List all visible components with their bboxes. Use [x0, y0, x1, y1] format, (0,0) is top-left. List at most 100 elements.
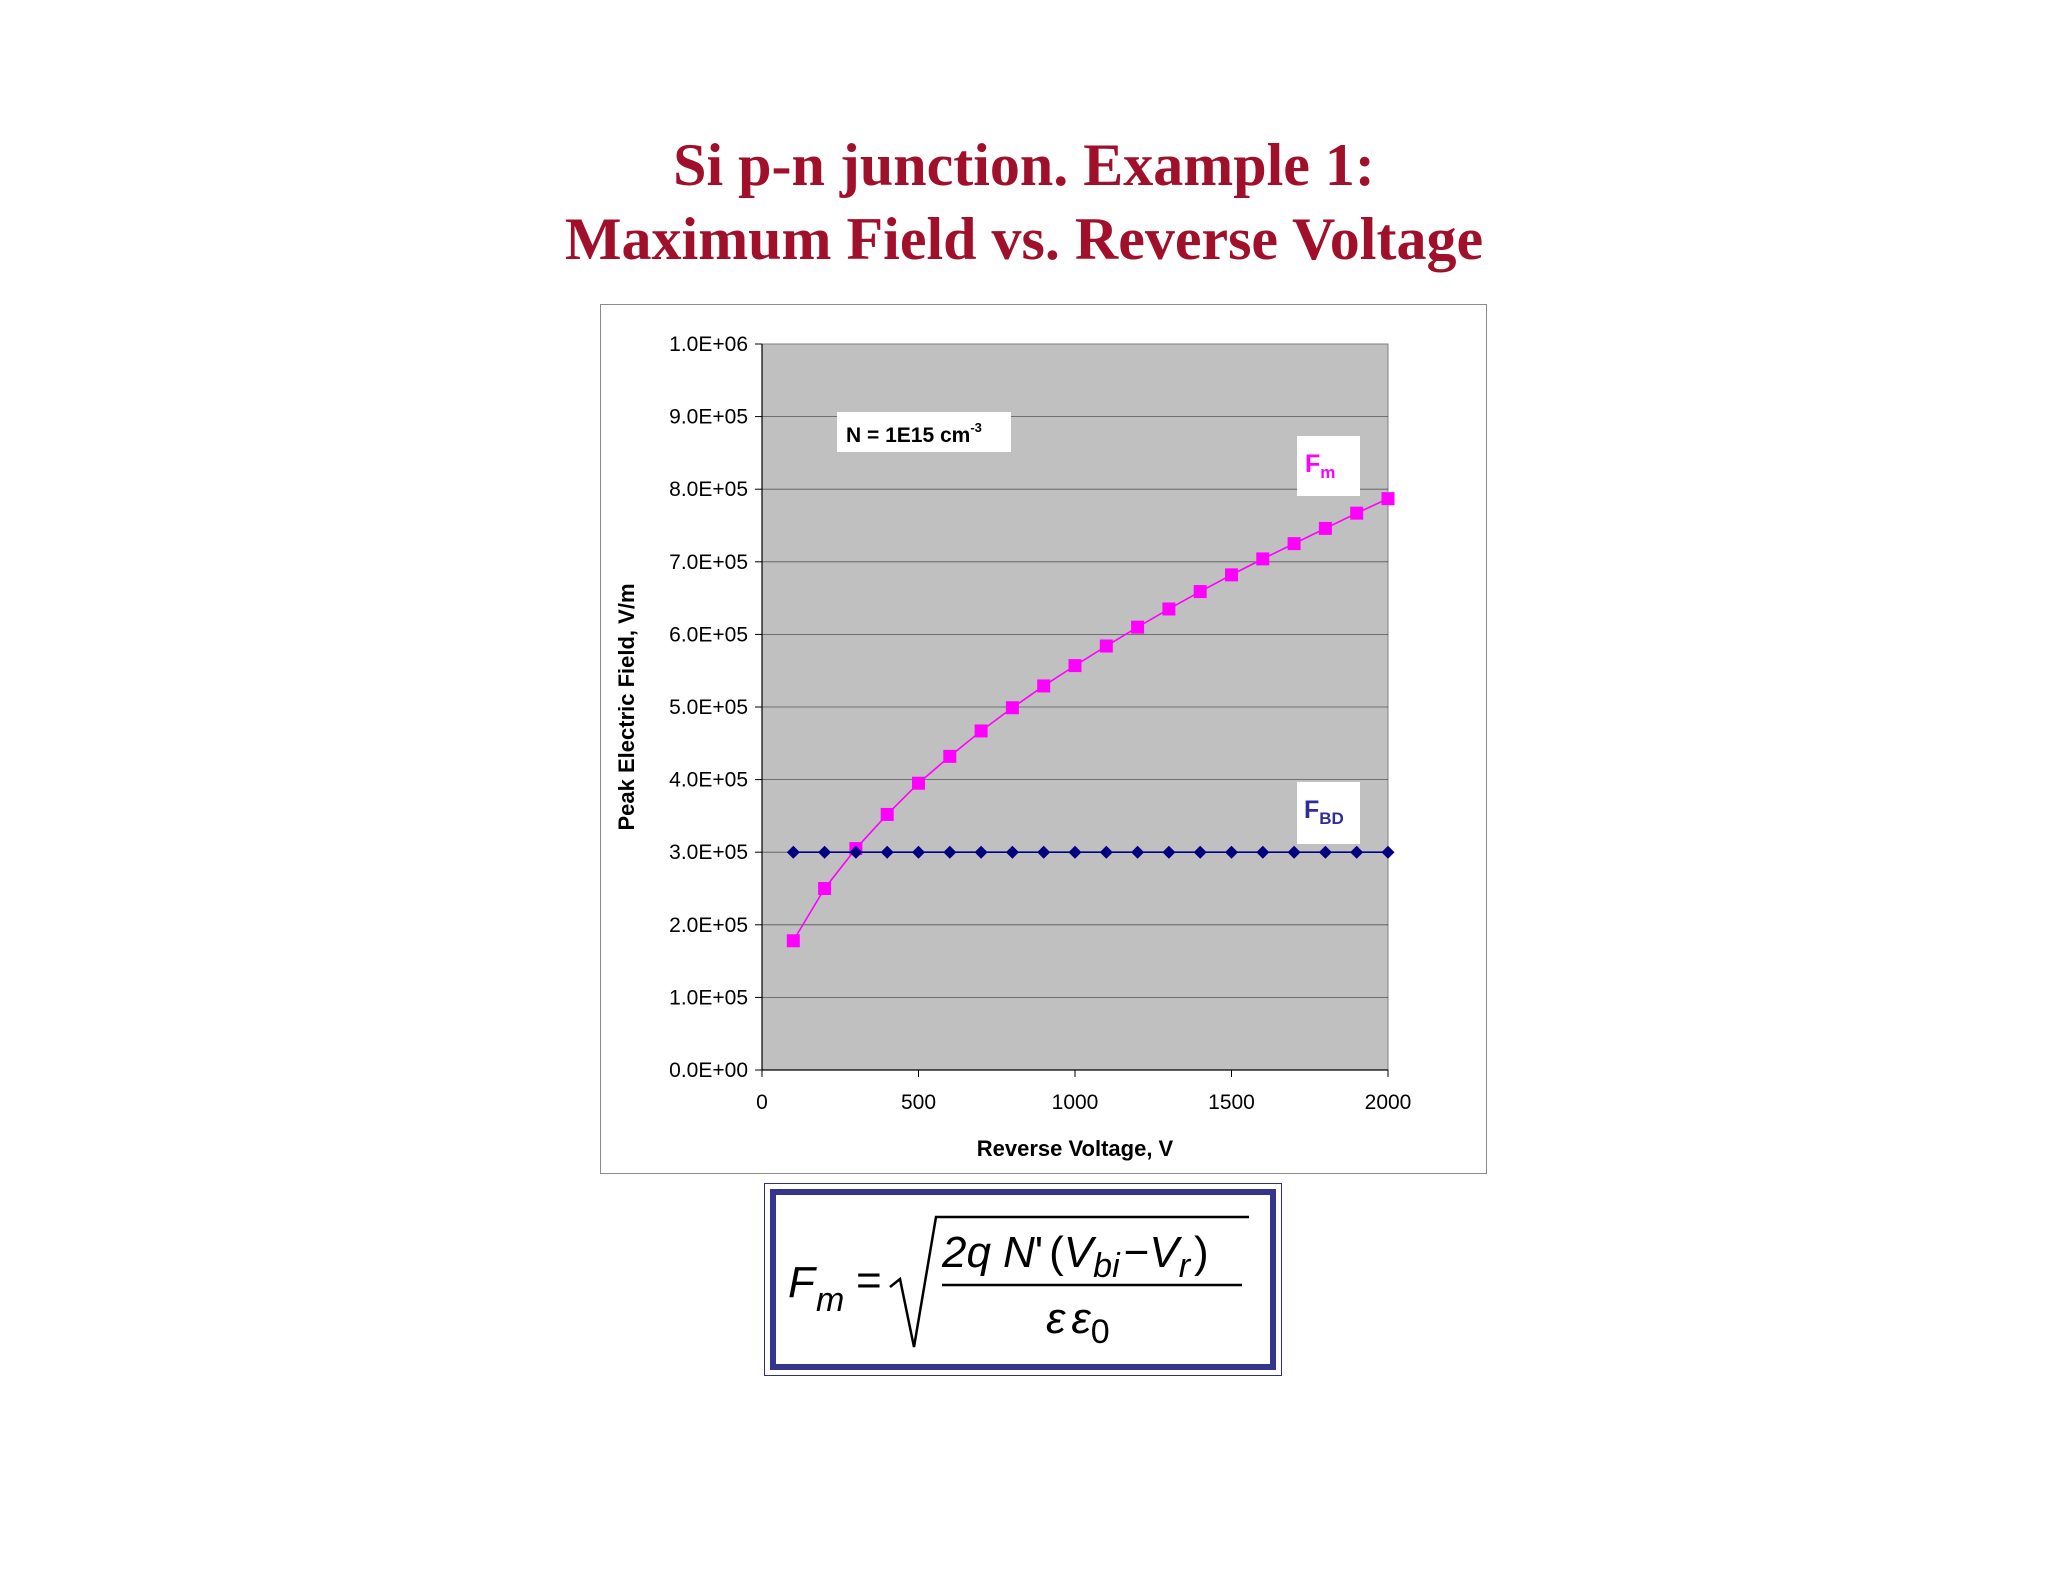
x-tick-label: 2000	[1365, 1091, 1412, 1114]
x-tick-label: 1000	[1052, 1091, 1099, 1114]
y-tick-label: 9.0E+05	[669, 406, 748, 429]
fm-data-point	[1193, 585, 1207, 599]
fm-data-point	[974, 724, 988, 738]
fbd-data-point	[1037, 845, 1051, 859]
y-tick-label: 3.0E+05	[669, 841, 748, 864]
x-axis-title: Reverse Voltage, V	[977, 1136, 1174, 1161]
x-tick-label: 0	[756, 1091, 768, 1114]
x-tick-label: 500	[901, 1091, 936, 1114]
fbd-data-point	[943, 845, 957, 859]
fbd-data-point	[1099, 845, 1113, 859]
y-tick-label: 8.0E+05	[669, 478, 748, 501]
fm-data-point	[818, 882, 832, 895]
formula-v1-sub: bi	[1093, 1247, 1121, 1285]
formula-den-eps0: ε	[1071, 1294, 1091, 1343]
fbd-data-point	[1131, 845, 1145, 859]
formula-minus: −	[1124, 1228, 1150, 1277]
formula-v2-sub: r	[1179, 1247, 1192, 1285]
fbd-data-point	[1225, 845, 1238, 859]
max-field-formula: F m = 2q N' (Vbi−Vr) ε ε0	[788, 1215, 1249, 1351]
peak-field-chart: 0.0E+00 1.0E+05 2.0E+05 3.0E+05 4.0E+05 5.0E+…	[614, 333, 1411, 1161]
fm-data-point	[1381, 492, 1395, 506]
fm-data-point	[1287, 537, 1301, 551]
fbd-data-point	[974, 845, 988, 859]
formula-denominator: ε ε0	[1046, 1294, 1110, 1351]
y-tick-label: 1.0E+06	[669, 333, 748, 356]
fbd-label-sub: BD	[1319, 809, 1344, 828]
fbd-data-point	[1005, 845, 1019, 859]
formula-den-eps0-sub: 0	[1091, 1313, 1110, 1351]
doping-annotation-sup: -3	[970, 420, 982, 435]
formula-v1: V	[1064, 1228, 1097, 1277]
fm-label-main: F	[1305, 450, 1320, 478]
formula-num-coef: 2q	[941, 1228, 991, 1277]
y-tick-label: 4.0E+05	[669, 769, 748, 792]
fbd-data-point	[818, 845, 832, 859]
tick-labels: 0.0E+00 1.0E+05 2.0E+05 3.0E+05 4.0E+05 5.0E+…	[669, 333, 1411, 1114]
formula-inner-border: F m = 2q N' (Vbi−Vr) ε ε0	[770, 1189, 1276, 1370]
axes	[755, 343, 1389, 1077]
y-tick-label: 0.0E+00	[669, 1059, 748, 1082]
y-tick-label: 1.0E+05	[669, 986, 748, 1009]
formula-lhs-var: F	[788, 1258, 817, 1307]
fm-data-point	[1318, 521, 1332, 535]
formula-num-n: N	[1003, 1228, 1035, 1277]
fm-data-point	[786, 934, 800, 948]
y-axis-title: Peak Electric Field, V/m	[614, 583, 639, 830]
y-tick-label: 2.0E+05	[669, 914, 748, 937]
fm-data-point	[1068, 659, 1082, 673]
slide-title: Si p-n junction. Example 1: Maximum Fiel…	[0, 128, 2048, 276]
fm-label-sub: m	[1320, 463, 1335, 482]
fm-data-point	[880, 807, 894, 821]
fm-data-point	[1005, 701, 1019, 715]
formula-den-eps: ε	[1046, 1294, 1066, 1343]
fm-data-point	[1225, 568, 1238, 582]
fm-data-point	[912, 776, 925, 790]
formula-numerator: 2q N' (Vbi−Vr)	[941, 1228, 1209, 1285]
formula-num-prime: '	[1035, 1228, 1043, 1277]
formula-radical	[889, 1215, 1249, 1348]
title-line-1: Si p-n junction. Example 1:	[673, 132, 1375, 198]
fbd-data-point	[849, 845, 863, 859]
formula-lhs-sub: m	[816, 1281, 844, 1319]
formula-open-paren: (	[1049, 1228, 1064, 1277]
formula-close-paren: )	[1194, 1228, 1209, 1277]
chart-frame: 0.0E+00 1.0E+05 2.0E+05 3.0E+05 4.0E+05 5.0E+…	[600, 304, 1487, 1174]
y-tick-label: 6.0E+05	[669, 623, 748, 646]
fm-data-point	[1256, 552, 1270, 566]
fbd-data-point	[912, 845, 925, 859]
fm-data-point	[1162, 602, 1176, 616]
fbd-series-label: FBD	[1297, 782, 1360, 844]
fm-data-point	[1350, 506, 1364, 520]
doping-annotation-box	[837, 412, 1011, 452]
series-lines	[786, 492, 1395, 948]
fbd-data-point	[1318, 845, 1332, 859]
fbd-data-point	[1287, 845, 1301, 859]
fbd-data-point	[1162, 845, 1176, 859]
fbd-data-point	[1256, 845, 1270, 859]
fm-data-point	[943, 749, 957, 763]
formula-equals: =	[856, 1256, 882, 1305]
y-tick-label: 5.0E+05	[669, 696, 748, 719]
fbd-label-main: F	[1304, 796, 1319, 824]
title-line-2: Maximum Field vs. Reverse Voltage	[564, 206, 1484, 272]
fm-label-text: Fm	[1305, 450, 1335, 482]
formula-box: F m = 2q N' (Vbi−Vr) ε ε0	[764, 1183, 1282, 1376]
doping-annotation: N = 1E15 cm-3	[837, 412, 1011, 452]
fbd-label-box	[1297, 782, 1360, 844]
doping-annotation-main: N = 1E15 cm	[846, 424, 970, 447]
fm-data-point	[1131, 620, 1145, 634]
x-tick-label: 1500	[1208, 1091, 1255, 1114]
y-tick-label: 7.0E+05	[669, 551, 748, 574]
fm-data-point	[1099, 639, 1113, 653]
fm-data-point	[1037, 679, 1051, 693]
fm-label-box	[1297, 436, 1360, 496]
fbd-data-point	[1350, 845, 1364, 859]
fbd-data-point	[1193, 845, 1207, 859]
fbd-data-point	[1381, 845, 1395, 859]
formula-v2: V	[1149, 1228, 1182, 1277]
fbd-data-point	[880, 845, 894, 859]
fbd-data-point	[1068, 845, 1082, 859]
fm-series-label: Fm	[1297, 436, 1360, 496]
doping-annotation-text: N = 1E15 cm-3	[846, 420, 982, 447]
